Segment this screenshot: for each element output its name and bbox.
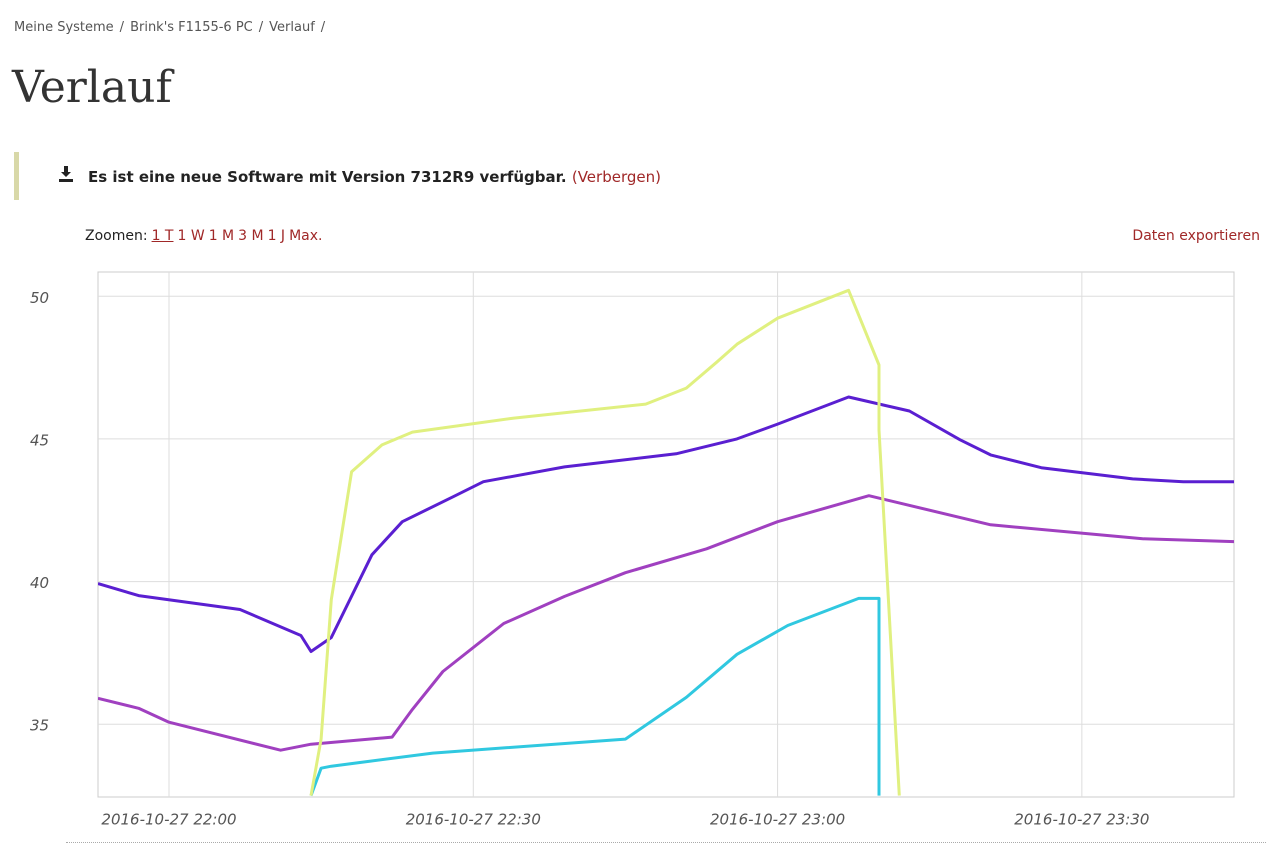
- page-title: Verlauf: [12, 62, 172, 113]
- breadcrumb: Meine Systeme / Brink's F1155-6 PC / Verlauf…: [14, 20, 331, 35]
- breadcrumb-item[interactable]: Meine Systeme: [14, 20, 114, 35]
- zoom-option[interactable]: 3 M: [238, 228, 264, 244]
- divider: [66, 842, 1266, 843]
- series-line: [98, 494, 1234, 752]
- y-tick-label: 50: [30, 289, 49, 307]
- download-icon: [59, 166, 73, 182]
- notice-text: Es ist eine neue Software mit Version 73…: [88, 168, 661, 186]
- plot-area: [97, 271, 1235, 798]
- zoom-label: Zoomen:: [85, 228, 148, 244]
- notice: Es ist eine neue Software mit Version 73…: [14, 152, 919, 200]
- x-tick-label: 2016-10-27 22:00: [101, 811, 236, 829]
- breadcrumb-separator: /: [320, 20, 326, 35]
- zoom-option[interactable]: 1 T: [151, 228, 174, 244]
- plot-lines: [98, 288, 1234, 797]
- breadcrumb-separator: /: [258, 20, 264, 35]
- series-line: [309, 596, 881, 797]
- breadcrumb-item: Verlauf: [269, 20, 315, 35]
- y-tick-label: 40: [30, 574, 49, 592]
- breadcrumb-item[interactable]: Brink's F1155-6 PC: [130, 20, 253, 35]
- zoom-option[interactable]: 1 J: [267, 228, 286, 244]
- x-tick-label: 2016-10-27 23:30: [1014, 811, 1149, 829]
- series-line: [98, 395, 1234, 653]
- series-line: [309, 288, 901, 796]
- hide-link[interactable]: (Verbergen): [571, 168, 661, 186]
- y-tick-label: 35: [30, 717, 49, 735]
- export-link[interactable]: Daten exportieren: [1132, 228, 1260, 244]
- x-tick-label: 2016-10-27 23:00: [710, 811, 845, 829]
- breadcrumb-separator: /: [119, 20, 125, 35]
- y-tick-label: 45: [30, 431, 49, 449]
- x-tick-label: 2016-10-27 22:30: [406, 811, 541, 829]
- zoom-option[interactable]: 1 W: [177, 228, 205, 244]
- zoom-option[interactable]: 1 M: [208, 228, 235, 244]
- notice-message: Es ist eine neue Software mit Version 73…: [88, 168, 567, 186]
- zoom-option[interactable]: Max.: [289, 228, 323, 244]
